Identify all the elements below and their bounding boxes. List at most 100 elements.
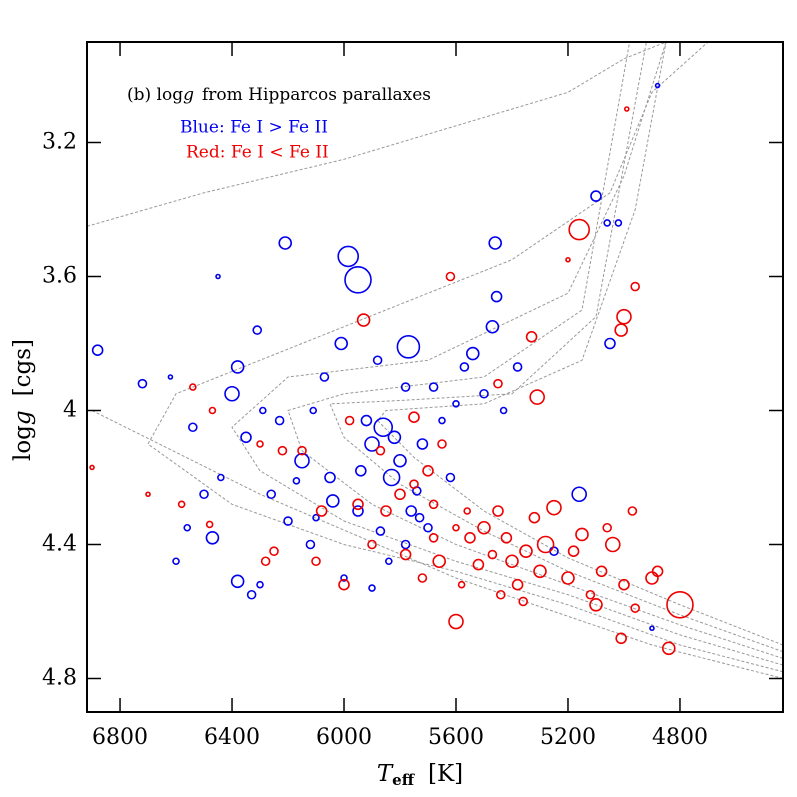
star-point: [183, 523, 192, 532]
xlabel-unit: [K]: [428, 761, 463, 787]
star-point: [546, 499, 562, 516]
x-tick-label: 6000: [316, 725, 372, 750]
star-point: [352, 498, 364, 511]
star-point: [568, 218, 590, 241]
star-point: [400, 382, 411, 392]
star-point: [205, 530, 220, 545]
star-point: [511, 578, 524, 591]
star-point: [382, 468, 401, 487]
star-point: [394, 488, 406, 501]
star-point: [417, 573, 428, 583]
star-point: [373, 417, 394, 438]
star-point: [408, 411, 420, 424]
star-point: [368, 584, 376, 592]
star-point: [528, 511, 541, 524]
star-point: [500, 531, 513, 544]
star-point: [616, 308, 632, 325]
star-point: [172, 557, 180, 566]
star-point: [452, 523, 460, 532]
star-point: [340, 574, 348, 582]
star-point: [385, 557, 393, 566]
star-point: [252, 325, 263, 335]
star-point: [428, 382, 439, 392]
star-point: [324, 471, 336, 484]
star-point: [432, 554, 446, 569]
star-point: [445, 271, 456, 282]
star-point: [645, 571, 659, 585]
star-point: [199, 489, 209, 500]
star-point: [651, 565, 664, 578]
star-point: [452, 399, 460, 408]
star-point: [364, 436, 380, 452]
star-point: [485, 319, 500, 334]
star-point: [337, 245, 360, 268]
y-tick-label: 3.2: [42, 130, 77, 155]
plot-frame: [86, 41, 784, 713]
star-point: [396, 335, 421, 359]
star-point: [590, 190, 602, 202]
star-point: [277, 445, 288, 456]
star-point: [445, 472, 456, 483]
star-point: [269, 546, 279, 557]
ylabel-unit: [cgs]: [10, 339, 36, 396]
star-point: [603, 219, 611, 227]
isochrone: [287, 42, 783, 659]
star-point: [360, 414, 373, 427]
x-tick-label: 5200: [540, 725, 596, 750]
isochrone: [231, 42, 783, 666]
star-point: [311, 556, 321, 567]
x-tick-label: 4800: [652, 725, 708, 750]
star-point: [256, 440, 264, 448]
x-tick-label: 6800: [92, 725, 148, 750]
star-point: [448, 613, 464, 630]
star-point: [423, 522, 433, 533]
star-point: [78, 448, 84, 454]
star-point: [338, 578, 350, 591]
star-point: [630, 603, 640, 613]
star-point: [518, 596, 528, 607]
star-point: [409, 479, 419, 490]
star-point: [189, 383, 197, 391]
star-point: [294, 452, 310, 469]
star-point: [309, 406, 318, 415]
star-point: [499, 406, 508, 415]
star-point: [614, 323, 628, 337]
star-point: [319, 372, 330, 382]
x-tick-label: 6400: [204, 725, 260, 750]
star-point: [487, 549, 498, 560]
star-point: [167, 374, 174, 380]
y-tick-label: 4.4: [42, 532, 77, 557]
star-point: [217, 473, 225, 482]
star-point: [490, 290, 503, 303]
title-pre: (b) log: [127, 85, 183, 105]
star-point: [561, 571, 575, 585]
y-tick-label: 4: [63, 398, 77, 423]
star-point: [623, 106, 630, 112]
star-point: [604, 536, 621, 553]
ylabel-pre: log: [10, 425, 36, 461]
star-point: [297, 445, 307, 456]
star-point: [464, 531, 476, 544]
isochrone: [147, 42, 783, 673]
points: [78, 82, 694, 656]
star-point: [614, 219, 623, 227]
star-point: [387, 430, 402, 445]
star-point: [630, 281, 640, 292]
title-post: from Hipparcos parallaxes: [202, 85, 431, 105]
star-point: [422, 464, 434, 477]
star-point: [89, 464, 95, 471]
star-point: [240, 431, 252, 444]
star-point: [283, 516, 293, 526]
star-point: [589, 597, 603, 612]
isochrone: [91, 410, 783, 679]
ylabel-var: g: [10, 410, 36, 425]
chart-title: (b) logg from Hipparcos parallaxes: [127, 85, 431, 105]
star-point: [205, 520, 214, 529]
star-point: [355, 464, 367, 477]
y-axis-label: logg [cgs]: [10, 339, 36, 461]
star-point: [334, 336, 349, 351]
star-point: [278, 236, 293, 250]
star-point: [615, 632, 627, 645]
star-point: [519, 544, 533, 559]
star-point: [654, 82, 661, 89]
